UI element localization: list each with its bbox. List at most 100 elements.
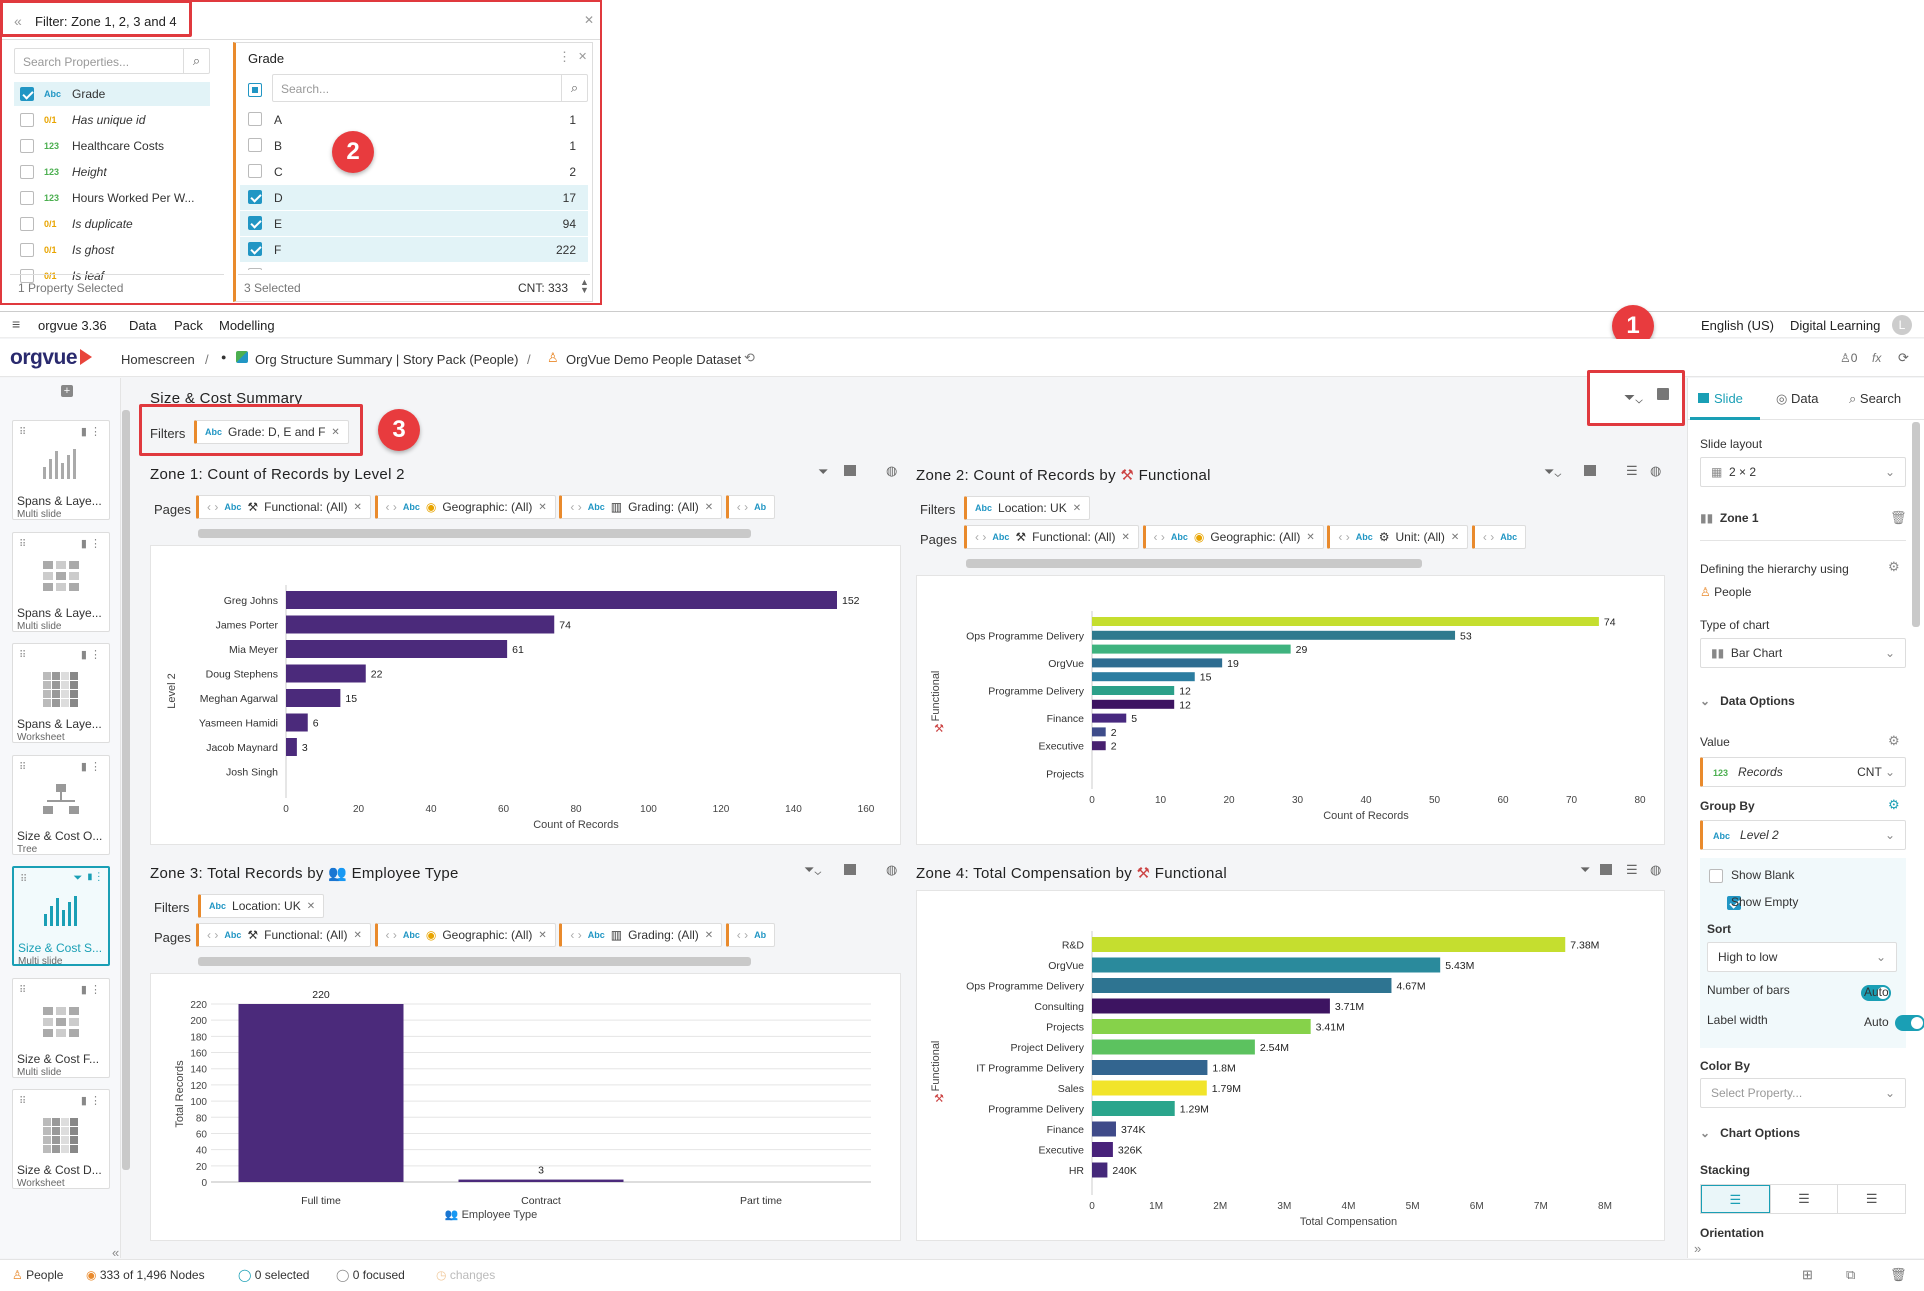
grade-value-item[interactable]: F 222: [240, 237, 588, 262]
zone1-layout-icon[interactable]: [844, 465, 856, 476]
zone3-filter-icon[interactable]: ⏷⌄: [804, 862, 822, 877]
zone2-palette-icon[interactable]: ◍: [1650, 463, 1662, 478]
chart-options-header[interactable]: ⌄ Chart Options: [1700, 1126, 1801, 1140]
thumbnail-menu-icon[interactable]: ▮ ⋮: [80, 983, 101, 996]
zone3-pages-scrollbar[interactable]: [198, 957, 751, 966]
thumbnail-menu-icon[interactable]: ▮ ⋮: [80, 1095, 101, 1107]
more-icon[interactable]: ⋮: [558, 49, 571, 64]
thumbnail-menu-icon[interactable]: ▮ ⋮: [80, 760, 101, 773]
thumbnail-menu-icon[interactable]: ▮ ⋮: [80, 649, 101, 661]
show-blank-checkbox[interactable]: [1709, 868, 1723, 883]
property-checkbox[interactable]: [20, 269, 34, 283]
sort-select[interactable]: High to low ⌄: [1707, 942, 1897, 972]
group-by-select[interactable]: Abc Level 2 ⌄: [1700, 820, 1906, 850]
status-selected[interactable]: ◯ 0 selected: [238, 1268, 310, 1282]
zone1-palette-icon[interactable]: ◍: [886, 463, 898, 478]
property-item[interactable]: 123 Healthcare Costs: [14, 134, 210, 158]
grade-checkbox[interactable]: [248, 164, 262, 178]
menu-data[interactable]: Data: [129, 318, 157, 333]
copy-node-icon[interactable]: ⧉: [1846, 1267, 1856, 1282]
zone2-filter-pill[interactable]: Abc Location: UK ✕: [964, 496, 1091, 520]
slide-thumbnail[interactable]: ⠿ ⏷ ▮ ⋮ Size & Cost S... Multi slide: [12, 866, 110, 967]
grade-search-icon[interactable]: ⌕: [561, 75, 587, 101]
color-by-select[interactable]: Select Property... ⌄: [1700, 1078, 1906, 1108]
zone-menu-icon[interactable]: [1657, 388, 1669, 400]
orgvue-logo[interactable]: orgvue: [10, 346, 93, 370]
hamburger-icon[interactable]: ≡: [12, 316, 21, 332]
status-people[interactable]: ♙ People: [12, 1268, 64, 1282]
filter-menu-icon[interactable]: ⏷⌄: [1624, 389, 1643, 405]
slide-thumbnail[interactable]: ⠿ ▮ ⋮ Size & Cost D... Worksheet: [12, 1089, 110, 1189]
zone2-page-unit[interactable]: ‹ › Abc ⚙ Unit: (All) ✕: [1327, 525, 1469, 549]
zone1-page-grading[interactable]: ‹ › Abc ▥ Grading: (All) ✕: [559, 495, 723, 519]
drag-handle-icon[interactable]: ⠿: [19, 427, 27, 438]
zone3-page-more[interactable]: ‹ › Ab: [725, 923, 776, 947]
zone3-page-grading[interactable]: ‹ › Abc ▥ Grading: (All) ✕: [559, 923, 723, 947]
value-select[interactable]: 123 Records CNT ⌄: [1700, 757, 1906, 787]
slide-thumbnail[interactable]: ⠿ ▮ ⋮ Spans & Laye... Multi slide: [12, 531, 110, 632]
group-by-settings-icon[interactable]: ⚙: [1888, 797, 1900, 812]
value-settings-icon[interactable]: ⚙: [1888, 733, 1900, 748]
drag-handle-icon[interactable]: ⠿: [19, 984, 27, 996]
drag-handle-icon[interactable]: ⠿: [19, 650, 27, 661]
right-panel-scrollbar[interactable]: [1912, 422, 1920, 627]
grade-value-item[interactable]: G 387: [240, 263, 588, 270]
property-item[interactable]: 123 Height: [14, 160, 210, 184]
property-item[interactable]: 0/1 Has unique id: [14, 108, 210, 132]
tab-data[interactable]: ◎ Data: [1776, 391, 1819, 406]
search-icon[interactable]: ⌕: [183, 49, 209, 73]
zone3-palette-icon[interactable]: ◍: [886, 862, 898, 877]
status-nodes[interactable]: ◉ 333 of 1,496 Nodes: [86, 1268, 205, 1282]
drag-handle-icon[interactable]: ⠿: [19, 538, 27, 550]
bars-toggle[interactable]: [1861, 984, 1892, 1001]
property-checkbox[interactable]: [20, 113, 34, 127]
label-width-toggle[interactable]: [1894, 1014, 1924, 1031]
add-node-icon[interactable]: ⊞: [1802, 1267, 1813, 1282]
slide-thumbnail[interactable]: ⠿ ▮ ⋮ Spans & Laye... Multi slide: [12, 420, 110, 520]
breadcrumb-home[interactable]: Homescreen: [121, 352, 195, 367]
zone2-page-more[interactable]: ‹ › Abc: [1471, 525, 1527, 549]
close-icon[interactable]: ✕: [584, 13, 595, 27]
menu-pack[interactable]: Pack: [174, 318, 203, 333]
zone2-page-geographic[interactable]: ‹ › Abc ◉ Geographic: (All) ✕: [1142, 525, 1324, 549]
zone3-page-geographic[interactable]: ‹ › Abc ◉ Geographic: (All) ✕: [374, 923, 556, 947]
zone4-layout-icon[interactable]: [1600, 864, 1612, 875]
remove-filter-icon[interactable]: ✕: [331, 426, 340, 438]
close-grade-icon[interactable]: ✕: [578, 51, 588, 63]
grade-value-item[interactable]: D 17: [240, 185, 588, 210]
slide-layout-select[interactable]: ▦ 2 × 2 ⌄: [1700, 457, 1906, 487]
expand-panel-icon[interactable]: »: [1694, 1241, 1702, 1256]
drag-handle-icon[interactable]: ⠿: [19, 1096, 27, 1107]
collapse-rail-icon[interactable]: «: [112, 1245, 120, 1260]
zone1-page-functional[interactable]: ‹ › Abc ⚒ Functional: (All) ✕: [196, 495, 371, 519]
slide-thumbnail[interactable]: ⠿ ▮ ⋮ Size & Cost F... Multi slide: [12, 977, 110, 1078]
tab-search[interactable]: ⌕ Search: [1849, 391, 1902, 406]
zone2-pages-scrollbar[interactable]: [966, 559, 1422, 568]
status-focused[interactable]: ◯ 0 focused: [336, 1268, 405, 1282]
grade-checkbox[interactable]: [248, 138, 262, 152]
zone2-filter-icon[interactable]: ⏷⌄: [1544, 464, 1562, 479]
cnt-stepper-icon[interactable]: ▲ ▼: [580, 277, 589, 295]
grade-value-item[interactable]: E 94: [240, 211, 588, 236]
zone4-palette-icon[interactable]: ◍: [1650, 862, 1662, 877]
rail-scrollbar[interactable]: [122, 410, 130, 1170]
thumbnail-menu-icon[interactable]: ▮ ⋮: [80, 426, 101, 438]
drag-handle-icon[interactable]: ⠿: [20, 874, 28, 885]
thumbnail-menu-icon[interactable]: ▮ ⋮: [80, 537, 101, 550]
property-checkbox[interactable]: [20, 217, 34, 231]
formula-icon[interactable]: fx: [1872, 351, 1882, 365]
property-item[interactable]: 0/1 Is ghost: [14, 238, 210, 262]
delete-zone-icon[interactable]: 🗑: [1890, 510, 1907, 525]
zone1-pages-scrollbar[interactable]: [198, 529, 751, 538]
users-icon[interactable]: ♙0: [1840, 351, 1858, 365]
property-item[interactable]: 0/1 Is leaf: [14, 264, 210, 288]
zone1-page-geographic[interactable]: ‹ › Abc ◉ Geographic: (All) ✕: [374, 495, 556, 519]
collapse-icon[interactable]: «: [14, 13, 22, 29]
grade-select-all[interactable]: [248, 82, 262, 97]
slide-filter-pill[interactable]: Abc Grade: D, E and F ✕: [194, 420, 349, 444]
grade-search-input[interactable]: Search... ⌕: [272, 74, 588, 102]
tab-slide[interactable]: Slide: [1698, 391, 1743, 406]
property-checkbox[interactable]: [20, 191, 34, 205]
grade-checkbox[interactable]: [248, 190, 262, 204]
property-checkbox[interactable]: [20, 243, 34, 257]
